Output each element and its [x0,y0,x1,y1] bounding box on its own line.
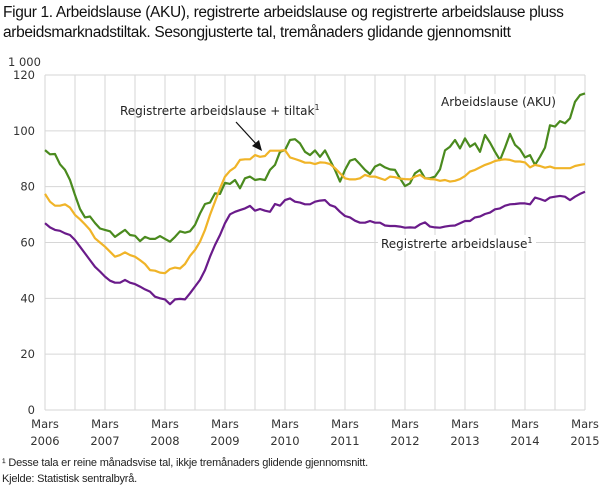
y-tick-label: 100 [13,124,35,138]
annotation-registrerte-label: Registrerte arbeidslause [381,237,527,251]
chart-title: Figur 1. Arbeidslause (AKU), registrerte… [3,4,564,41]
x-tick-month: Mars [331,417,359,431]
x-tick-month: Mars [391,417,419,431]
x-tick-year: 2011 [330,434,359,448]
x-tick-month: Mars [511,417,539,431]
x-tick-year: 2006 [30,434,59,448]
x-tick-month: Mars [151,417,179,431]
y-tick-label: 20 [20,347,35,361]
x-tick-month: Mars [571,417,599,431]
source: Kjelde: Statistisk sentralbyrå. [2,473,138,485]
x-tick-year: 2009 [210,434,239,448]
arrow-head-icon [252,140,262,151]
svg-text:Registrerte arbeidslause + ti: Registrerte arbeidslause + tiltak1 [120,103,320,118]
footnote: ¹ Desse tala er reine månadsvise tal, ik… [2,457,368,469]
x-tick-year: 2008 [150,434,179,448]
y-tick-label: 60 [20,236,35,250]
series-lines [44,92,586,306]
grid [44,74,586,411]
x-tick-month: Mars [91,417,119,431]
annotation-aku-label: Arbeidslause (AKU) [441,95,556,109]
y-tick-label: 120 [13,68,35,82]
y-ticks: 0 20 40 60 80 100 120 [13,68,35,417]
x-tick-month: Mars [211,417,239,431]
y-axis-unit-label: 1 000 [8,55,41,69]
x-tick-year: 2015 [570,434,599,448]
x-tick-month: Mars [31,417,59,431]
annotation-tiltak-sup: 1 [314,103,319,112]
series-line-2 [44,190,586,306]
x-tick-month: Mars [271,417,299,431]
svg-text:Registrerte arbeidslause1: Registrerte arbeidslause1 [381,236,533,251]
annotation-registrerte-sup: 1 [527,236,532,245]
y-tick-label: 0 [28,403,35,417]
annotation-tiltak: Registrerte arbeidslause + tiltak1 [120,103,320,151]
x-tick-year: 2007 [90,434,119,448]
y-tick-label: 40 [20,291,35,305]
annotation-tiltak-label: Registrerte arbeidslause + tiltak [120,104,315,118]
x-ticks: Mars 2006 Mars 2007 Mars 2008 Mars 2009 Mars 2010… [30,417,599,448]
x-tick-year: 2012 [390,434,419,448]
x-tick-year: 2014 [510,434,539,448]
x-tick-month: Mars [451,417,479,431]
x-tick-year: 2013 [450,434,479,448]
x-tick-year: 2010 [270,434,299,448]
annotation-aku: Arbeidslause (AKU) [438,94,562,110]
series-line-1 [44,149,586,275]
y-tick-label: 80 [20,180,35,194]
annotation-registrerte: Registrerte arbeidslause1 [378,235,536,251]
annotation-arrow [235,121,259,147]
series-line-0 [44,92,586,243]
